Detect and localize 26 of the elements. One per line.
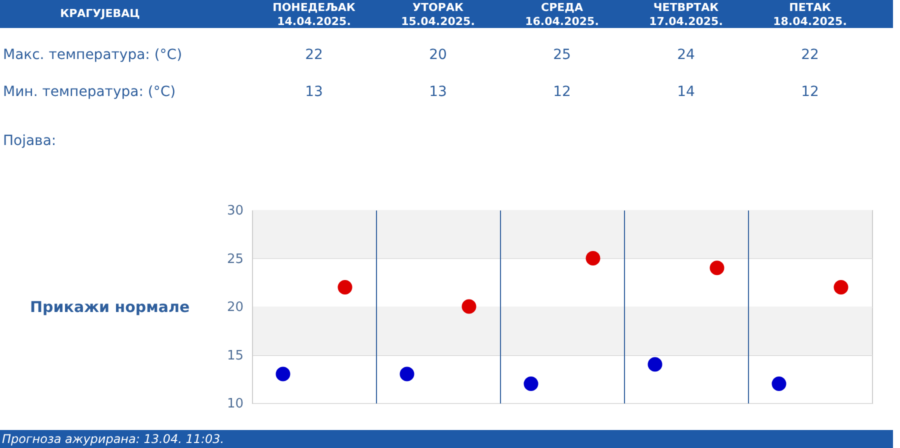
data-label: 24 xyxy=(677,47,695,63)
text: Мин. температура: (°C) xyxy=(3,84,176,100)
text: ЧЕТВРТАК 17.04.2025. xyxy=(649,1,723,28)
text: УТОРАК 15.04.2025. xyxy=(401,1,475,28)
text: Појава: xyxy=(3,133,56,149)
text: ПОНЕДЕЉАК 14.04.2025. xyxy=(272,1,356,28)
text: Макс. температура: (°C) xyxy=(3,47,182,63)
text: СРЕДА 16.04.2025. xyxy=(525,1,599,28)
y-tick-label: 15 xyxy=(226,348,244,364)
data-label: 22 xyxy=(305,47,323,63)
text: Прогноза ажурирана: 13.04. 11:03. xyxy=(2,432,224,446)
text: ПЕТАК 18.04.2025. xyxy=(773,1,847,28)
data-label: 25 xyxy=(553,47,571,63)
data-label: 20 xyxy=(429,47,447,63)
data-label: 14 xyxy=(677,84,695,100)
text: КРАГУЈЕВАЦ xyxy=(60,7,140,20)
data-label: 13 xyxy=(429,84,447,100)
y-tick-label: 10 xyxy=(226,396,244,412)
data-label: 12 xyxy=(553,84,571,100)
data-label: 13 xyxy=(305,84,323,100)
data-label: 22 xyxy=(801,47,819,63)
data-label: 12 xyxy=(801,84,819,100)
y-tick-label: 25 xyxy=(226,252,244,267)
text: Прикажи нормале xyxy=(30,298,190,316)
y-tick-label: 30 xyxy=(226,204,244,218)
y-tick-label: 20 xyxy=(226,300,244,315)
